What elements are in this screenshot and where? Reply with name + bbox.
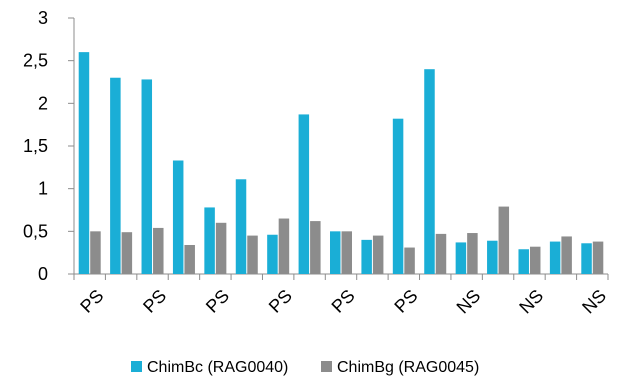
x-tick-label: NS [515,286,547,318]
x-tick-label: PS [265,286,296,317]
bar-chimbc [172,160,184,274]
bar-chimbc [235,179,247,274]
bar-chimbg [435,233,447,274]
y-tick-label: 2,5 [23,51,48,71]
x-tick-label: NS [578,286,610,318]
bar-chimbc [141,79,153,274]
bar-chimbg [215,222,227,274]
y-tick-label: 1,5 [23,136,48,156]
bar-chimbg [310,221,321,274]
bar-chimbc [330,231,341,274]
bar-chimbg [498,206,510,274]
legend: ChimBc (RAG0040) ChimBg (RAG0045) [131,359,479,376]
y-tick-label: 0,5 [23,221,48,241]
bar-chimbg [372,235,384,274]
bar-chimbc [581,243,592,274]
bar-chimbc [78,52,90,275]
legend-swatch [321,361,332,372]
y-tick-label: 1 [38,179,48,199]
y-tick-label: 2 [38,93,48,113]
bar-chimbg [247,235,258,274]
x-tick-label: PS [202,286,233,317]
bar-chimbc [110,77,121,274]
bar-chimbg [278,218,290,274]
bar-chimbg [341,231,352,274]
bar-chimbg [153,227,164,274]
bar-chimbc [267,234,278,274]
bar-chimbg [121,232,133,274]
bar-chimbc [455,242,467,274]
bar-chimbc [424,69,435,274]
x-tick-label: NS [453,286,485,318]
legend-label: ChimBg (RAG0045) [337,359,479,376]
bar-chimbc [487,240,498,274]
y-tick-label: 3 [38,8,48,28]
x-tick-label: PS [76,286,107,317]
bar-chimbg [184,244,195,274]
legend-swatch [131,361,142,372]
bar-chimbc [361,239,372,274]
bar-chimbg [467,233,478,274]
bar-chimbg [90,231,101,274]
x-tick-label: PS [328,286,359,317]
x-tick-label: PS [139,286,170,317]
bar-chimbg [404,247,415,274]
bar-chimbc [298,114,310,274]
y-tick-label: 0 [38,264,48,284]
bar-chimbc [204,207,215,274]
legend-label: ChimBc (RAG0040) [147,359,288,376]
bar-chimbc [549,241,561,274]
x-axis: PS PS PS PS PS PS NS NS NS [73,273,610,318]
bar-chimbg [529,246,541,274]
bars [78,52,604,275]
x-tick-label: PS [390,286,421,317]
bar-chimbc [518,249,529,274]
bar-chimbg [561,236,572,274]
y-axis: 0 0,5 1 1,5 2 2,5 3 [23,8,75,284]
bar-chimbc [392,118,404,275]
bar-chimbg [592,241,604,274]
